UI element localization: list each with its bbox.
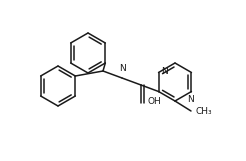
Text: N: N	[162, 67, 168, 76]
Text: N: N	[119, 64, 125, 73]
Text: OH: OH	[148, 96, 162, 105]
Text: N: N	[187, 95, 194, 104]
Text: CH₃: CH₃	[196, 108, 213, 117]
